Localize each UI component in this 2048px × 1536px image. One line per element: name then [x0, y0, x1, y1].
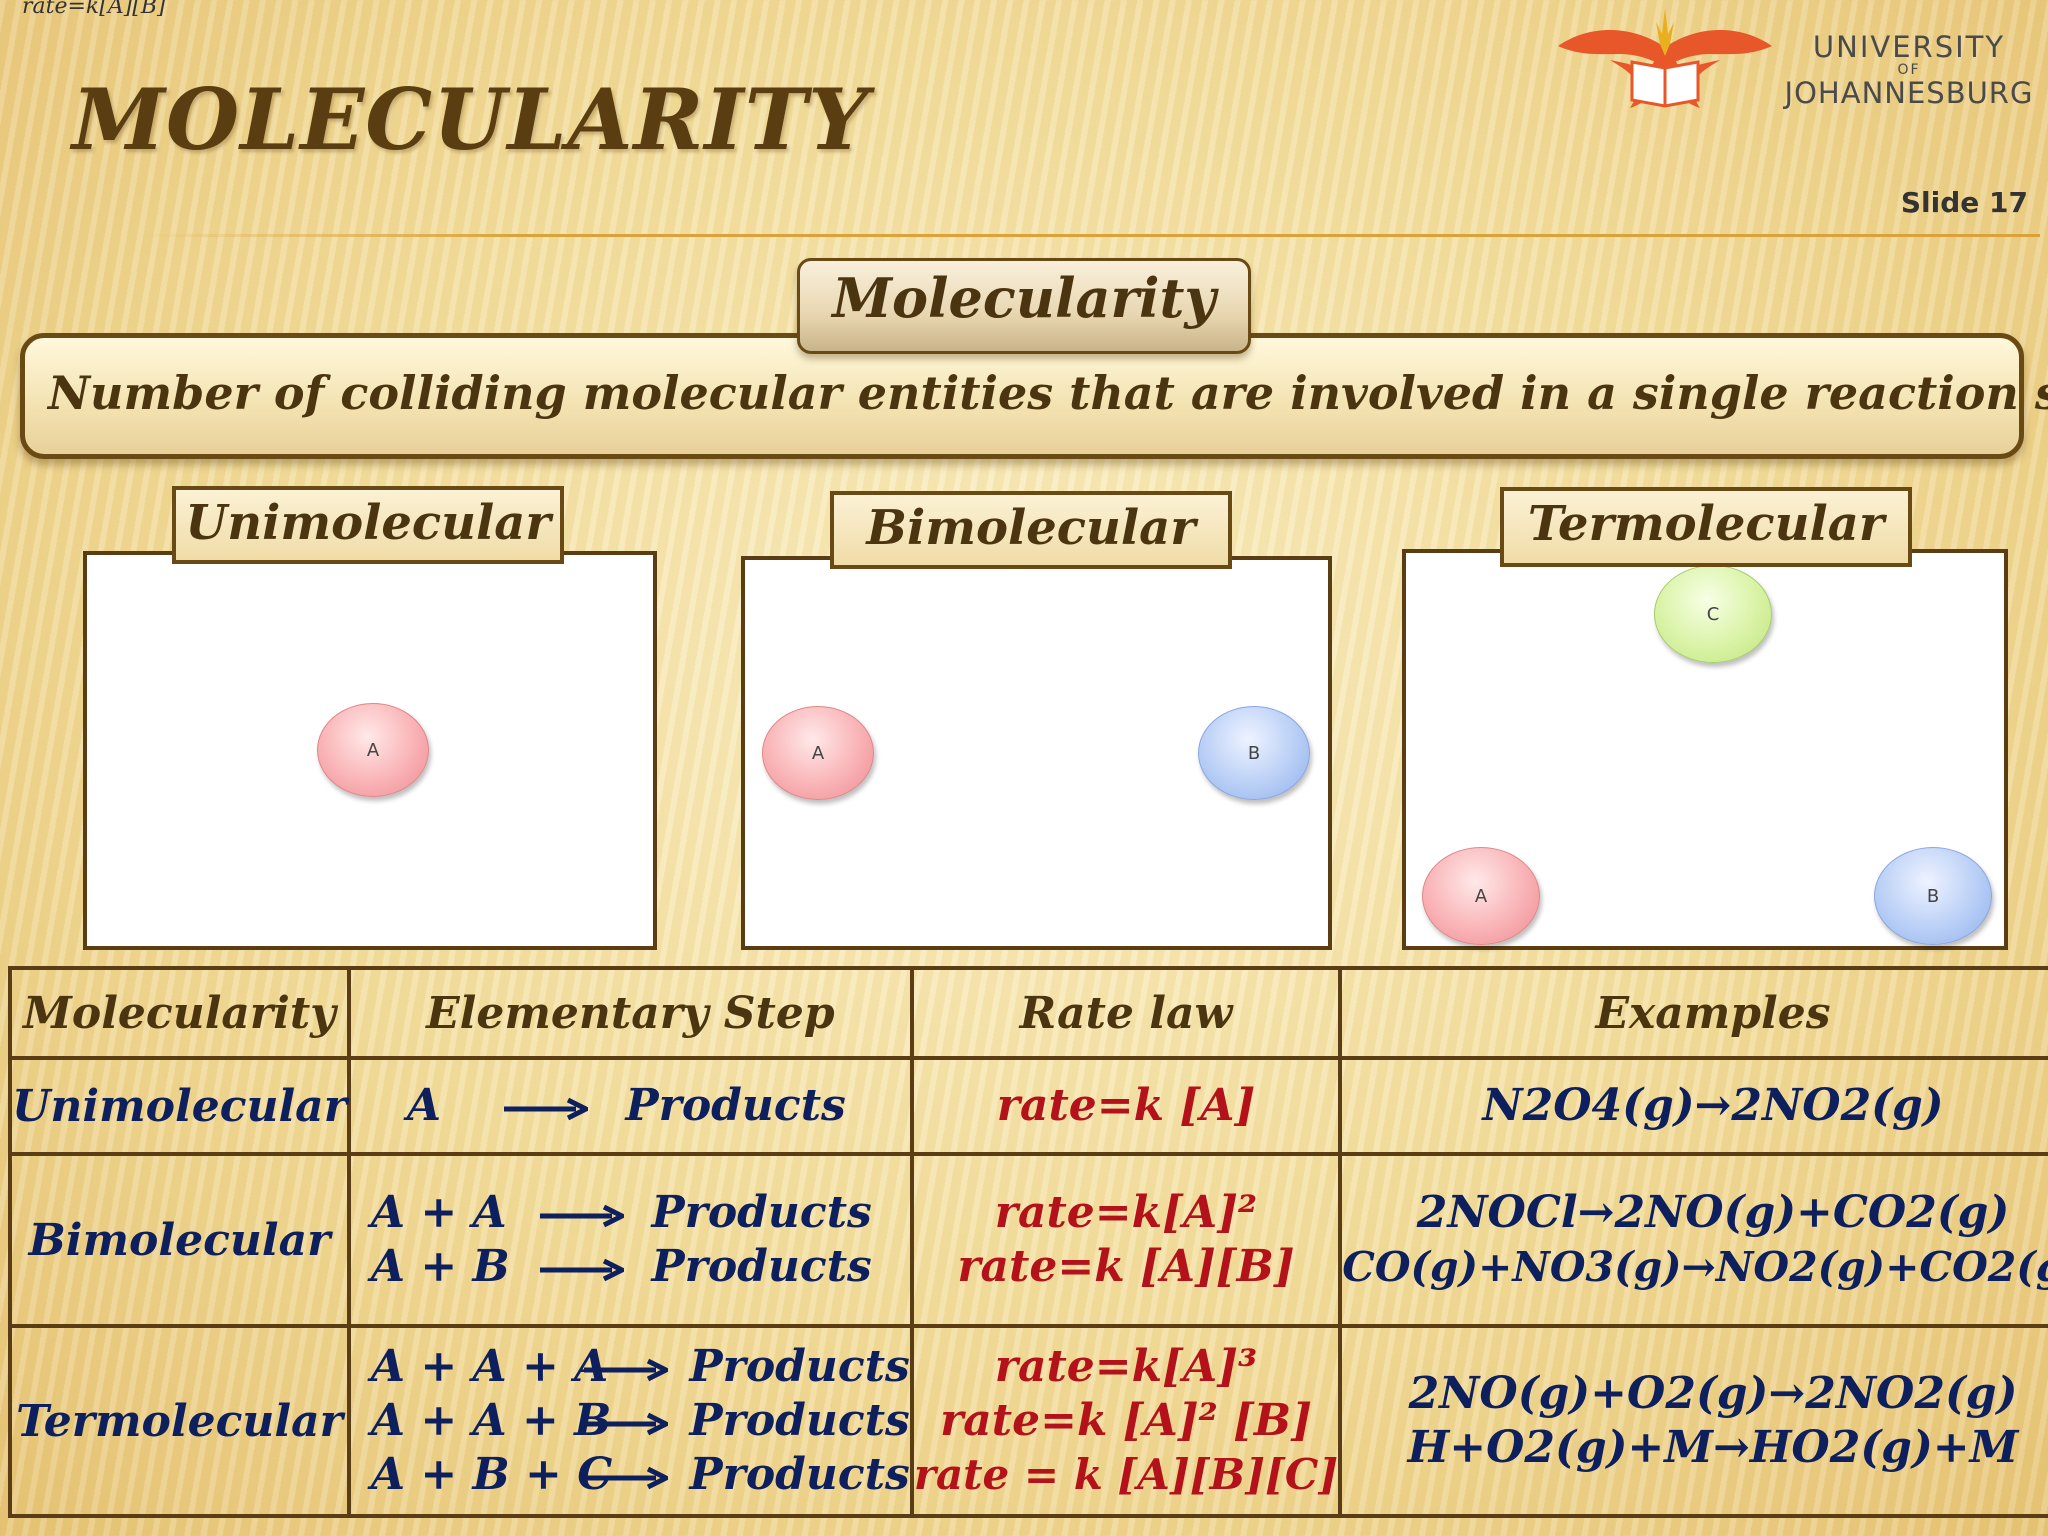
rate-law: rate=k[A]³	[994, 1341, 1258, 1392]
elementary-step-cell: A + A Products A + B Products	[346, 1152, 914, 1328]
header-divider	[140, 234, 2040, 237]
unimolecular-tab: Unimolecular	[172, 486, 564, 564]
column-header: Molecularity	[8, 966, 351, 1060]
reaction-arrow-icon	[576, 1394, 674, 1448]
table-header-row: Molecularity Elementary Step Rate law Ex…	[8, 966, 2048, 1060]
column-header: Rate law	[909, 966, 1343, 1060]
reaction-arrow-icon	[576, 1448, 674, 1502]
reaction-arrow-icon	[526, 1240, 636, 1294]
university-wordmark: UNIVERSITY OF JOHANNESBURG	[1778, 30, 2040, 110]
step-reactants: A	[406, 1080, 442, 1131]
rate-law: rate=k [A]	[996, 1080, 1256, 1131]
step-line: A + A + A Products	[351, 1340, 910, 1394]
definition-heading: Molecularity	[832, 266, 1216, 330]
molecularity-cell: Unimolecular	[8, 1056, 351, 1156]
table-row: Bimolecular A + A Products A + B Product…	[8, 1152, 2048, 1328]
rate-law: rate=k [A]² [B]	[940, 1395, 1312, 1446]
logo-line-of: OF	[1897, 62, 1921, 78]
step-line: A + B + C Products	[351, 1448, 910, 1502]
step-products: Products	[689, 1395, 910, 1446]
step-reactants: A + B + C	[370, 1449, 613, 1500]
example-reaction: CO(g)+NO3(g)→NO2(g)+CO2(g)	[1342, 1243, 2048, 1291]
step-reactants: A + A + B	[370, 1395, 612, 1446]
rate-law: rate = k [A][B][C]	[913, 1450, 1339, 1499]
top-note: rate=k[A][B]	[22, 0, 166, 19]
table-row: Termolecular A + A + A Products A + A + …	[8, 1324, 2048, 1518]
molecularity-cell: Bimolecular	[8, 1152, 351, 1328]
column-header: Elementary Step	[346, 966, 914, 1060]
step-line: A + A + B Products	[351, 1394, 910, 1448]
rate-law-cell: rate=k[A]³ rate=k [A]² [B] rate = k [A][…	[909, 1324, 1343, 1518]
bimolecular-tab: Bimolecular	[830, 491, 1232, 569]
logo-line-university: UNIVERSITY	[1812, 30, 2006, 64]
rate-law-cell: rate=k [A]	[909, 1056, 1343, 1156]
molecule-b: B	[1874, 847, 1992, 945]
example-reaction: 2NOCl→2NO(g)+CO2(g)	[1416, 1187, 2010, 1238]
examples-cell: 2NO(g)+O2(g)→2NO2(g) H+O2(g)+M→HO2(g)+M	[1338, 1324, 2048, 1518]
elementary-step-cell: A Products	[346, 1056, 914, 1156]
step-products: Products	[651, 1241, 872, 1292]
molecule-a: A	[762, 706, 874, 800]
examples-cell: N2O4(g)→2NO2(g)	[1338, 1056, 2048, 1156]
rate-law-cell: rate=k[A]² rate=k [A][B]	[909, 1152, 1343, 1328]
step-products: Products	[625, 1080, 846, 1131]
slide-number: Slide 17	[1900, 186, 2028, 219]
molecularity-cell: Termolecular	[8, 1324, 351, 1518]
logo-line-johannesburg: JOHANNESBURG	[1784, 76, 2034, 110]
step-reactants: A + B	[370, 1241, 510, 1292]
example-reaction: 2NO(g)+O2(g)→2NO2(g)	[1408, 1368, 2018, 1419]
step-line: A Products	[351, 1079, 910, 1133]
definition-heading-tab	[797, 258, 1251, 354]
termolecular-panel: C A B	[1402, 549, 2008, 950]
examples-cell: 2NOCl→2NO(g)+CO2(g) CO(g)+NO3(g)→NO2(g)+…	[1338, 1152, 2048, 1328]
example-reaction: N2O4(g)→2NO2(g)	[1482, 1080, 1944, 1131]
termolecular-tab: Termolecular	[1500, 487, 1912, 567]
column-header: Examples	[1338, 966, 2048, 1060]
unimolecular-panel: A	[83, 551, 657, 950]
university-logo-icon	[1558, 8, 1772, 108]
step-products: Products	[651, 1187, 872, 1238]
elementary-step-cell: A + A + A Products A + A + B Products A …	[346, 1324, 914, 1518]
step-reactants: A + A	[370, 1187, 507, 1238]
step-reactants: A + A + A	[370, 1341, 609, 1392]
molecule-a: A	[1422, 847, 1540, 945]
reaction-arrow-icon	[576, 1340, 674, 1394]
molecule-b: B	[1198, 706, 1310, 800]
molecule-a: A	[317, 703, 429, 797]
step-products: Products	[689, 1341, 910, 1392]
step-products: Products	[689, 1449, 910, 1500]
table-row: Unimolecular A Products rate=k [A] N2O4(…	[8, 1056, 2048, 1156]
reaction-arrow-icon	[526, 1186, 636, 1240]
example-reaction: H+O2(g)+M→HO2(g)+M	[1407, 1422, 2019, 1473]
rate-law: rate=k[A]²	[994, 1187, 1258, 1238]
definition-box	[20, 333, 2024, 459]
bimolecular-panel: A B	[741, 556, 1332, 950]
definition-text: Number of colliding molecular entities t…	[48, 366, 2048, 420]
slide-title: MOLECULARITY	[72, 70, 870, 169]
reaction-arrow-icon	[480, 1079, 610, 1133]
step-line: A + A Products	[351, 1186, 910, 1240]
rate-law: rate=k [A][B]	[957, 1241, 1295, 1292]
molecularity-table: Molecularity Elementary Step Rate law Ex…	[8, 966, 2048, 1518]
step-line: A + B Products	[351, 1240, 910, 1294]
molecule-c: C	[1654, 565, 1772, 663]
